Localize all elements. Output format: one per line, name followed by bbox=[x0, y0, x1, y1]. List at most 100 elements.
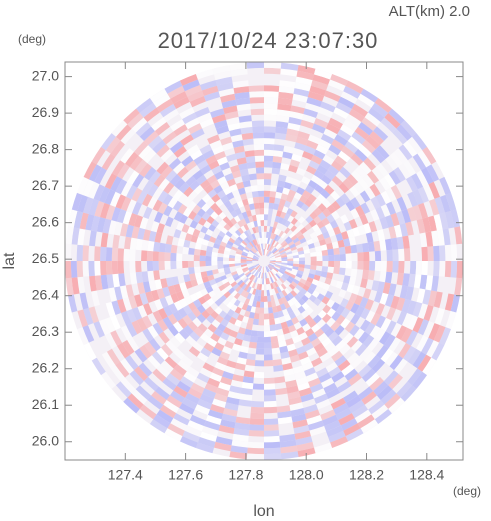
radar-cell bbox=[272, 161, 282, 169]
radar-cell bbox=[274, 287, 279, 294]
radar-cell bbox=[348, 293, 358, 304]
radar-cell bbox=[412, 351, 427, 369]
radar-cell bbox=[276, 292, 282, 300]
radar-cell bbox=[157, 319, 169, 332]
radar-cell bbox=[185, 175, 197, 187]
radar-cell bbox=[324, 290, 333, 299]
radar-cell bbox=[129, 261, 136, 273]
radar-cell bbox=[183, 186, 194, 197]
radar-cell bbox=[249, 91, 264, 98]
radar-cell bbox=[335, 233, 344, 242]
radar-cell bbox=[254, 253, 260, 258]
radar-cell bbox=[308, 377, 321, 388]
radar-cell bbox=[340, 318, 351, 329]
radar-cell bbox=[389, 355, 403, 371]
radar-cell bbox=[331, 350, 343, 362]
radar-cell bbox=[242, 334, 251, 342]
radar-cell bbox=[315, 144, 329, 155]
radar-cell bbox=[331, 311, 341, 322]
radar-cell bbox=[355, 305, 365, 317]
radar-cell bbox=[267, 301, 273, 308]
radar-cell bbox=[248, 215, 254, 223]
radar-cell bbox=[445, 311, 457, 330]
radar-cell bbox=[230, 290, 238, 297]
radar-cell bbox=[239, 281, 246, 288]
radar-cell bbox=[220, 287, 229, 295]
radar-cell bbox=[251, 120, 264, 127]
radar-cell bbox=[319, 239, 327, 246]
radar-cell bbox=[244, 186, 252, 194]
radar-cell bbox=[210, 202, 219, 212]
radar-cell bbox=[101, 133, 116, 151]
radar-cell bbox=[211, 165, 222, 175]
radar-cell bbox=[182, 197, 193, 208]
radar-cell bbox=[392, 261, 399, 273]
radar-cell bbox=[115, 194, 127, 209]
radar-cell bbox=[193, 299, 202, 308]
radar-cell bbox=[145, 291, 154, 303]
radar-cell bbox=[241, 132, 254, 140]
radar-cell bbox=[268, 271, 273, 277]
radar-cell bbox=[182, 207, 193, 218]
radar-cell bbox=[289, 243, 296, 249]
radar-cell bbox=[214, 298, 223, 307]
radar-cell bbox=[386, 201, 396, 215]
radar-cell bbox=[110, 365, 125, 382]
radar-cell bbox=[256, 336, 264, 343]
radar-cell bbox=[285, 134, 298, 143]
radar-cell bbox=[294, 294, 302, 302]
radar-cell bbox=[284, 314, 292, 322]
radar-cell bbox=[214, 361, 226, 371]
radar-cell bbox=[214, 342, 225, 352]
radar-cell bbox=[122, 340, 135, 355]
radar-cell bbox=[131, 226, 140, 239]
radar-cell bbox=[375, 303, 385, 316]
radar-cell bbox=[261, 243, 263, 250]
radar-cell bbox=[186, 366, 200, 378]
radar-cell bbox=[306, 165, 317, 175]
radar-cell bbox=[250, 330, 258, 337]
radar-cell bbox=[190, 128, 205, 140]
radar-cell bbox=[416, 170, 429, 187]
radar-cell bbox=[126, 309, 137, 323]
radar-cell bbox=[237, 213, 245, 221]
radar-cell bbox=[267, 220, 272, 227]
radar-cell bbox=[156, 409, 174, 424]
radar-cell bbox=[340, 298, 349, 308]
radar-cell bbox=[246, 353, 256, 361]
radar-cell bbox=[264, 155, 274, 162]
radar-cell bbox=[285, 338, 294, 346]
radar-cell bbox=[267, 278, 271, 285]
radar-cell bbox=[127, 170, 140, 185]
radar-cell bbox=[297, 234, 305, 241]
radar-cell bbox=[359, 297, 369, 308]
radar-cell bbox=[245, 237, 251, 244]
radar-cell bbox=[236, 181, 245, 190]
radar-cell bbox=[335, 197, 346, 208]
radar-cell bbox=[201, 203, 211, 213]
radar-cell bbox=[380, 190, 392, 205]
radar-cell bbox=[405, 330, 418, 346]
radar-cell bbox=[214, 151, 226, 161]
radar-cell bbox=[371, 102, 389, 118]
radar-cell bbox=[187, 200, 197, 211]
radar-cell bbox=[277, 416, 293, 425]
radar-cell bbox=[412, 301, 423, 318]
radar-cell bbox=[153, 93, 171, 108]
radar-cell bbox=[202, 149, 215, 160]
radar-cell bbox=[269, 260, 276, 261]
radar-cell bbox=[233, 275, 240, 282]
radar-cell bbox=[134, 159, 148, 174]
radar-cell bbox=[442, 228, 451, 246]
radar-cell bbox=[197, 323, 208, 333]
radar-cell bbox=[274, 228, 279, 235]
radar-cell bbox=[149, 88, 168, 103]
radar-cell bbox=[276, 305, 282, 312]
radar-cell bbox=[65, 243, 72, 261]
radar-cell bbox=[83, 308, 94, 326]
radar-cell bbox=[301, 302, 310, 311]
radar-cell bbox=[416, 218, 426, 234]
radar-cell bbox=[284, 220, 291, 228]
radar-cell bbox=[267, 295, 272, 302]
radar-cell bbox=[290, 246, 297, 251]
